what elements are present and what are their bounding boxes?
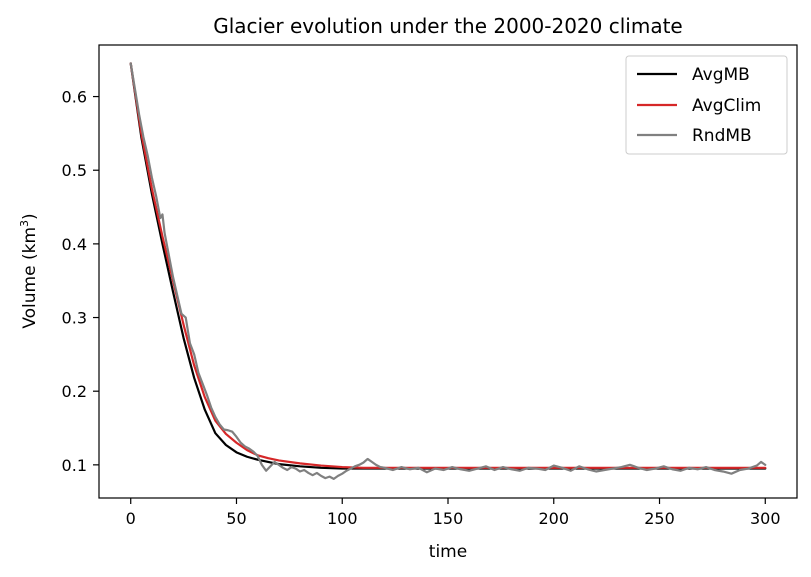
y-tick-label: 0.4: [62, 235, 87, 254]
x-tick-label: 50: [226, 509, 246, 528]
legend-label-avgclim: AvgClim: [692, 96, 761, 116]
x-tick-label: 100: [327, 509, 358, 528]
y-axis-title-suffix: ): [20, 213, 40, 220]
chart-title: Glacier evolution under the 2000-2020 cl…: [213, 14, 683, 38]
legend-label-avgmb: AvgMB: [692, 65, 750, 85]
x-tick-label: 150: [433, 509, 464, 528]
x-tick-label: 200: [538, 509, 569, 528]
series-line-rndmb: [129, 62, 767, 480]
legend-label-rndmb: RndMB: [692, 126, 752, 146]
x-axis: 0 50 100 150 200 250 300: [126, 498, 781, 528]
x-tick-label: 300: [750, 509, 781, 528]
legend: AvgMB AvgClim RndMB: [625, 55, 788, 155]
series-layer: [129, 62, 767, 480]
y-axis: 0.1 0.2 0.3 0.4 0.5 0.6: [62, 88, 99, 475]
y-tick-label: 0.5: [62, 161, 87, 180]
y-axis-title: Volume (km3): [18, 213, 40, 328]
x-tick-label: 250: [644, 509, 675, 528]
y-axis-title-prefix: Volume (km: [20, 227, 40, 329]
y-tick-label: 0.1: [62, 456, 87, 475]
x-tick-label: 0: [126, 509, 136, 528]
x-axis-title: time: [429, 542, 467, 562]
y-tick-label: 0.3: [62, 309, 87, 328]
y-tick-label: 0.6: [62, 88, 87, 107]
legend-box: [625, 55, 788, 155]
y-tick-label: 0.2: [62, 382, 87, 401]
y-axis-title-sup: 3: [18, 220, 31, 227]
